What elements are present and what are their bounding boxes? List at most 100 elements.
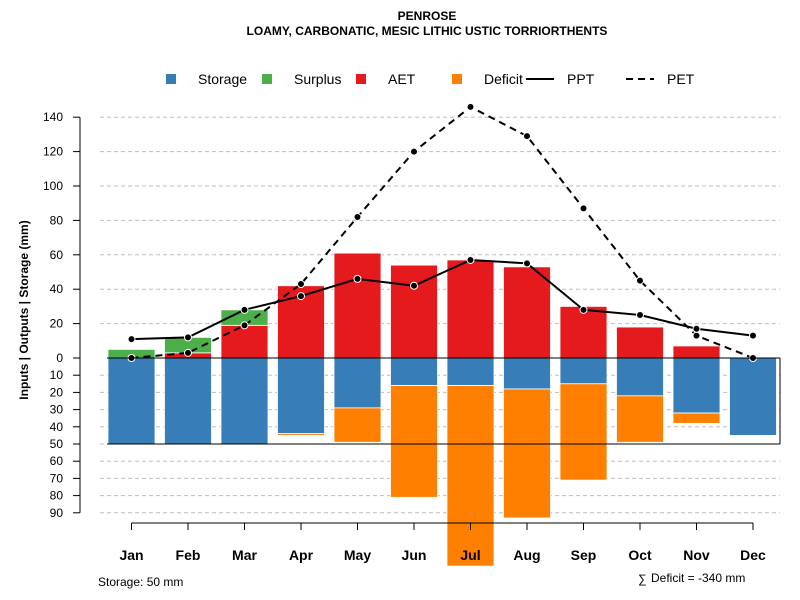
storage-bar-feb	[164, 357, 212, 445]
aet-bar-jul	[446, 259, 495, 359]
aet-bar-sep	[559, 305, 608, 359]
axes: 0 20 40 60 80 100 120 140 10 20 30 40 50 60 70 80 90 Jan F…	[43, 110, 781, 563]
storage-bar-oct	[616, 357, 664, 397]
deficit-bar-apr	[277, 433, 325, 436]
deficit-bar-jul	[446, 385, 495, 567]
x-tick-label-may: May	[344, 547, 371, 563]
ppt-point-sep	[579, 305, 588, 314]
y-tick-label-upper-120: 120	[43, 145, 63, 159]
storage-bar-sep	[559, 357, 608, 385]
deficit-bar-aug	[503, 388, 551, 519]
x-tick-label-jul: Jul	[460, 547, 480, 563]
pet-point-apr	[297, 280, 305, 289]
ppt-point-nov	[692, 324, 701, 333]
deficit-note: Deficit = -340 mm	[651, 571, 745, 585]
ppt-pet-lines	[127, 102, 757, 362]
pet-point-mar	[240, 321, 249, 330]
x-tick-label-dec: Dec	[740, 547, 766, 563]
ppt-point-mar	[240, 305, 249, 314]
deficit-sum-symbol: ∑	[638, 572, 647, 586]
y-tick-label-upper-140: 140	[43, 110, 63, 124]
x-tick-label-apr: Apr	[289, 547, 314, 563]
gridlines	[100, 116, 780, 514]
ppt-point-feb	[184, 333, 192, 342]
aet-bar-aug	[503, 266, 551, 359]
storage-bar-jun	[390, 357, 438, 386]
ppt-point-oct	[636, 311, 644, 319]
pet-point-may	[353, 212, 362, 221]
storage-bar-dec	[729, 357, 777, 436]
legend-label-surplus: Surplus	[294, 71, 341, 87]
aet-bar-mar	[220, 324, 269, 359]
y-tick-label-lower-20: 20	[50, 385, 64, 399]
ppt-point-aug	[523, 259, 531, 268]
storage-note: Storage: 50 mm	[98, 575, 183, 589]
pet-line	[131, 105, 754, 359]
legend-swatch-aet	[356, 74, 366, 84]
y-tick-label-upper-20: 20	[50, 317, 64, 331]
lower-bars	[107, 357, 777, 567]
y-tick-label-upper-0: 0	[56, 351, 63, 365]
y-tick-label-lower-70: 70	[50, 471, 64, 485]
y-tick-label-lower-10: 10	[50, 368, 64, 382]
y-tick-label-upper-100: 100	[43, 179, 63, 193]
pet-point-aug	[523, 132, 531, 141]
y-tick-label-lower-40: 40	[50, 420, 64, 434]
aet-bar-oct	[616, 326, 664, 359]
storage-bar-jul	[446, 357, 495, 386]
deficit-bar-jun	[390, 385, 438, 498]
deficit-bar-oct	[616, 395, 664, 443]
x-tick-label-jun: Jun	[402, 547, 427, 563]
deficit-bar-sep	[559, 383, 608, 481]
storage-bar-may	[333, 357, 382, 409]
x-tick-label-nov: Nov	[683, 547, 710, 563]
pet-point-jul	[466, 102, 475, 111]
ppt-point-jul	[466, 255, 475, 264]
deficit-bar-nov	[672, 412, 721, 424]
y-tick-label-upper-60: 60	[50, 248, 64, 262]
storage-bar-nov	[672, 357, 721, 414]
x-tick-label-aug: Aug	[513, 547, 540, 563]
y-tick-label-lower-30: 30	[50, 403, 64, 417]
x-tick-label-feb: Feb	[176, 547, 201, 563]
ppt-point-jan	[127, 335, 136, 344]
legend-swatch-surplus	[262, 74, 272, 84]
legend-label-aet: AET	[388, 71, 416, 87]
aet-bar-nov	[672, 345, 721, 359]
y-axis-title: Inputs | Outputs | Storage (mm)	[17, 220, 31, 399]
y-tick-label-upper-40: 40	[50, 282, 64, 296]
x-tick-label-sep: Sep	[571, 547, 597, 563]
legend-label-pet: PET	[667, 71, 695, 87]
pet-point-oct	[636, 276, 644, 285]
y-tick-label-lower-50: 50	[50, 437, 64, 451]
y-tick-label-lower-90: 90	[50, 506, 64, 520]
legend-swatch-storage	[166, 74, 176, 84]
chart-subtitle: LOAMY, CARBONATIC, MESIC LITHIC USTIC TO…	[247, 24, 608, 38]
x-tick-label-jan: Jan	[119, 547, 143, 563]
storage-bar-jan	[107, 357, 156, 445]
y-tick-label-upper-80: 80	[50, 213, 64, 227]
ppt-point-may	[353, 274, 362, 283]
legend-label-deficit: Deficit	[484, 71, 523, 87]
y-tick-label-lower-60: 60	[50, 454, 64, 468]
legend-label-ppt: PPT	[567, 71, 595, 87]
pet-point-nov	[692, 331, 701, 340]
ppt-point-dec	[749, 331, 757, 340]
storage-bar-aug	[503, 357, 551, 390]
chart-title: PENROSE	[398, 9, 457, 23]
ppt-line	[131, 258, 754, 341]
legend-swatch-deficit	[452, 74, 462, 84]
deficit-bar-may	[333, 407, 382, 443]
legend: Storage Surplus AET Deficit PPT PET	[166, 71, 695, 87]
upper-bars	[107, 252, 721, 359]
storage-bar-mar	[220, 357, 269, 445]
x-tick-label-mar: Mar	[232, 547, 257, 563]
aet-bar-may	[333, 252, 382, 359]
storage-bar-apr	[277, 357, 325, 435]
legend-label-storage: Storage	[198, 71, 247, 87]
pet-point-jun	[410, 147, 418, 156]
pet-point-sep	[579, 204, 588, 213]
x-tick-label-oct: Oct	[628, 547, 652, 563]
ppt-point-apr	[297, 292, 305, 301]
